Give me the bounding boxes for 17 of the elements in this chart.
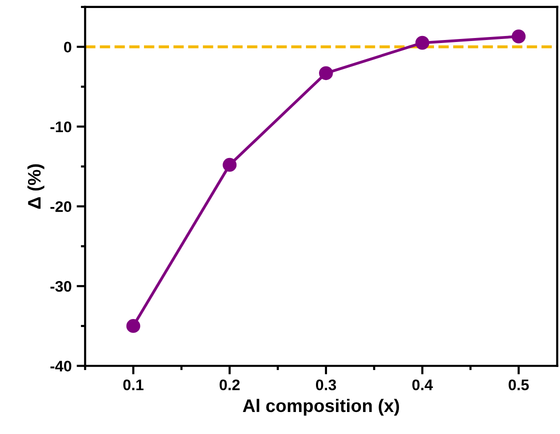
y-tick-label: 0 — [64, 42, 72, 53]
y-tick-label: -30 — [50, 280, 72, 292]
y-tick-label: -40 — [50, 360, 72, 372]
point — [222, 158, 237, 172]
x-tick-label: 0.4 — [412, 379, 433, 390]
point — [126, 319, 140, 333]
point — [319, 66, 333, 80]
x-tick-label: 0.2 — [220, 379, 240, 390]
x-tick-label: 0.3 — [316, 379, 336, 390]
point — [512, 30, 526, 44]
point — [415, 36, 430, 50]
y-tick-label: -20 — [50, 201, 72, 212]
y-axis-title: Δ (%) — [27, 164, 44, 209]
x-axis-title: Al composition (x) — [242, 398, 400, 416]
y-tick-label: -10 — [50, 121, 72, 132]
x-tick-label: 0.1 — [123, 379, 144, 390]
x-tick-label: 0.5 — [508, 379, 529, 390]
